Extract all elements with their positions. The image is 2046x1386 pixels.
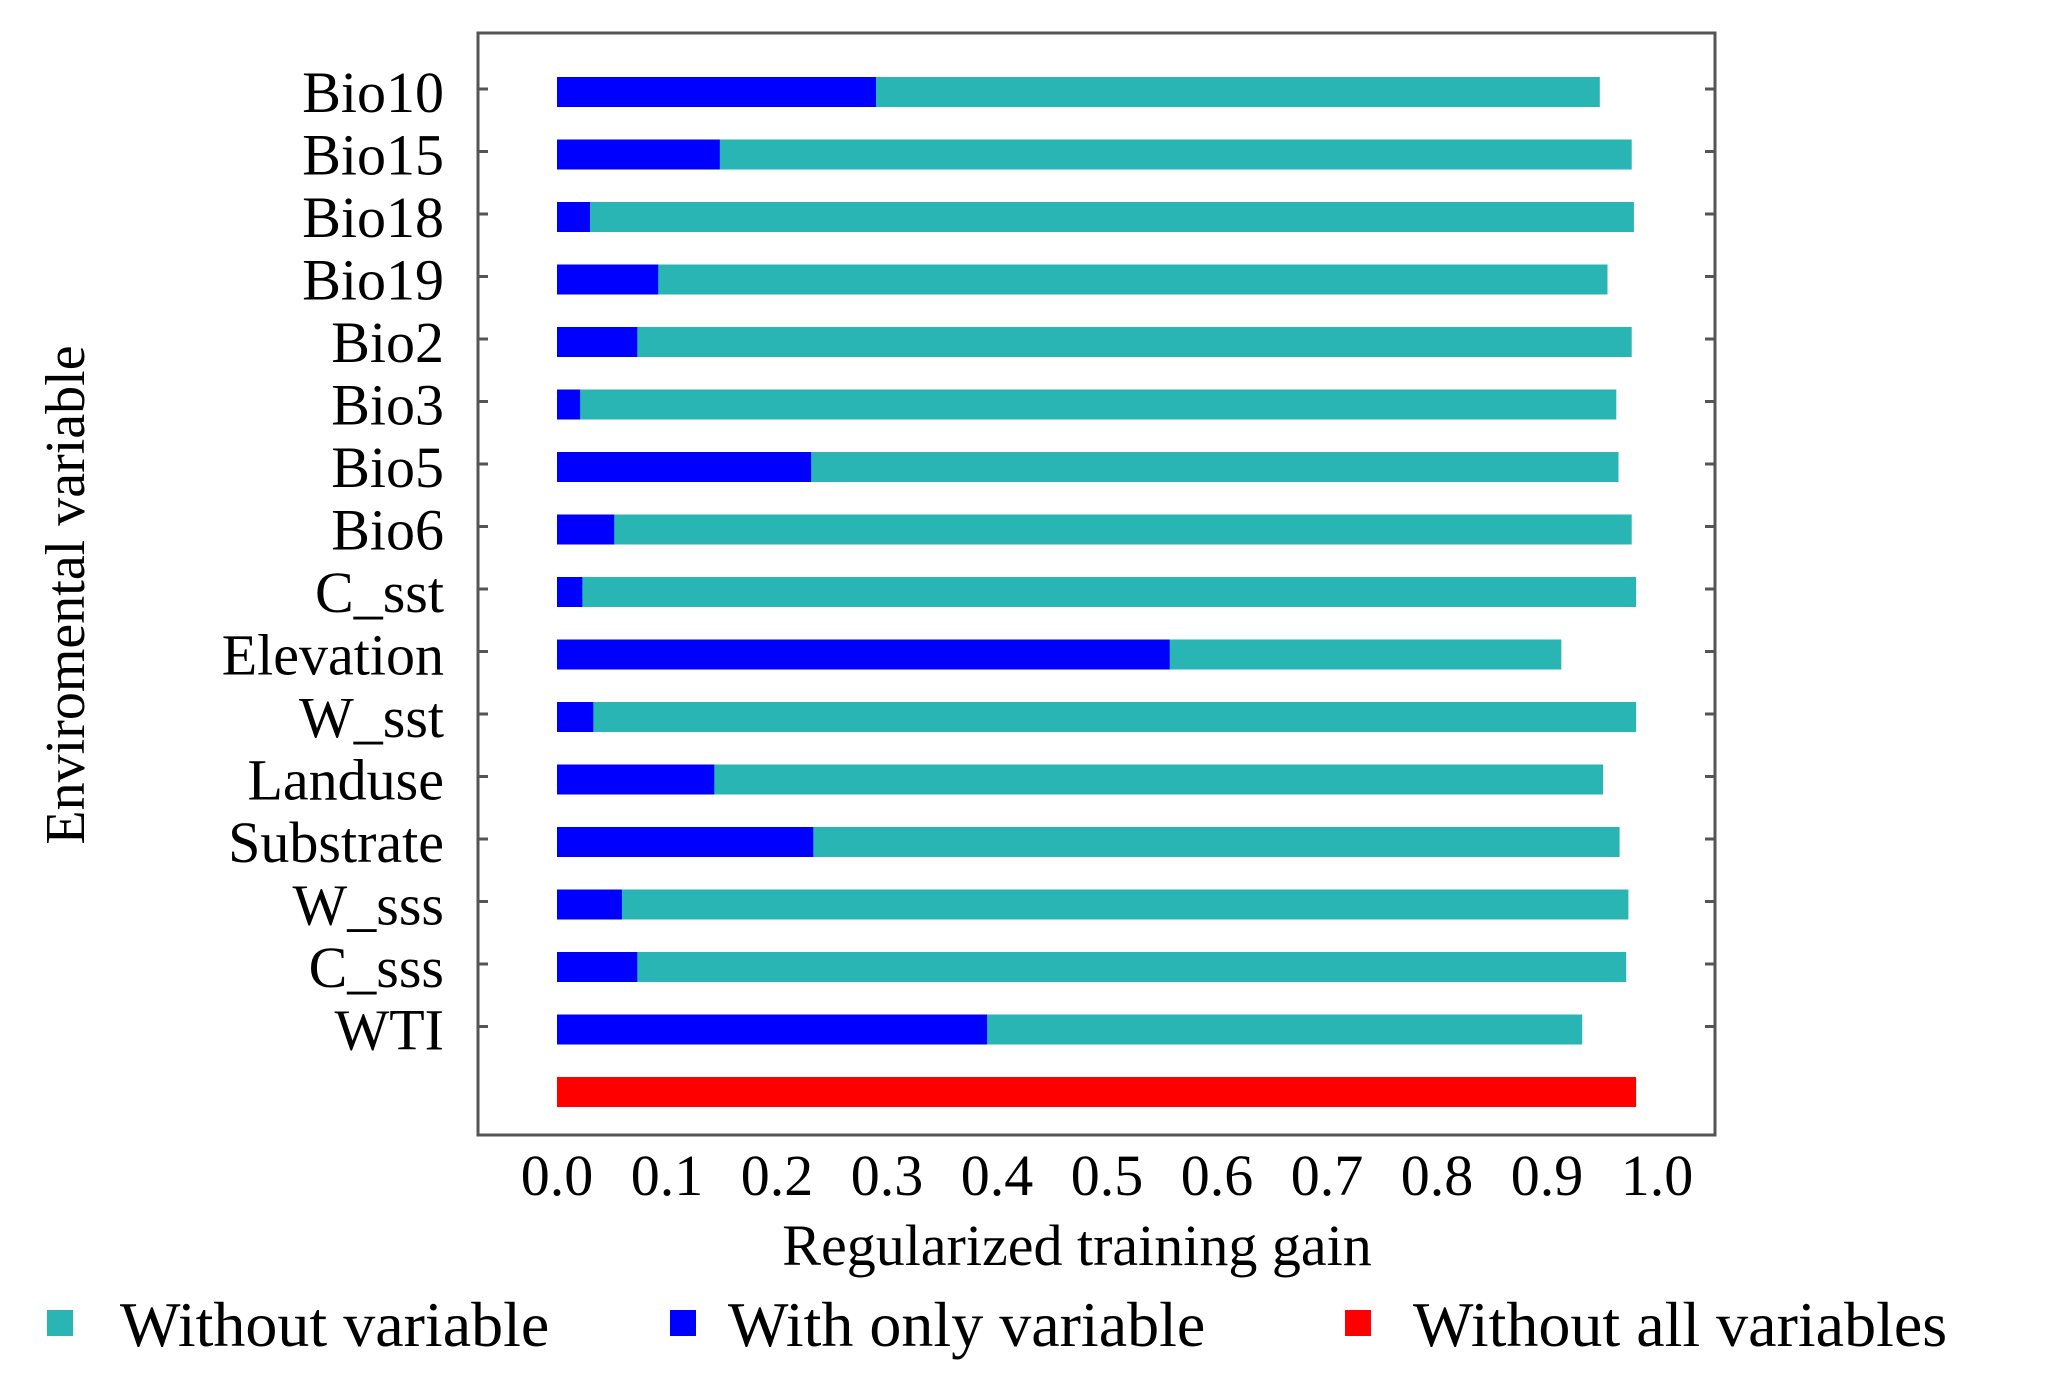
category-label-c-sss: C_sss	[309, 935, 444, 1000]
category-labels-group: Bio10Bio15Bio18Bio19Bio2Bio3Bio5Bio6C_ss…	[222, 60, 444, 1063]
bar-without-variable-bio3	[557, 389, 1617, 420]
x-tick-label-0-2: 0.2	[741, 1143, 814, 1208]
bar-with-only-variable-bio5	[557, 452, 812, 482]
bar-with-only-variable-bio6	[557, 514, 615, 545]
category-label-wti: WTI	[335, 998, 445, 1063]
bar-with-only-variable-bio2	[557, 327, 638, 357]
bar-without-variable-bio18	[557, 202, 1634, 232]
category-label-w-sss: W_sss	[293, 873, 444, 938]
legend-swatch-with-only-variable	[670, 1310, 696, 1336]
x-tick-label-1-0: 1.0	[1621, 1143, 1694, 1208]
category-label-substrate: Substrate	[228, 810, 444, 875]
x-tick-label-0-8: 0.8	[1401, 1143, 1474, 1208]
legend-label-without-all-variables: Without all variables	[1413, 1289, 1947, 1360]
category-label-bio6: Bio6	[331, 498, 444, 563]
bar-without-variable-bio15	[557, 139, 1632, 170]
legend: Without variable With only variable Withou…	[47, 1289, 1947, 1360]
bar-with-only-variable-substrate	[557, 827, 814, 857]
category-label-w-sst: W_sst	[299, 685, 444, 750]
bar-without-variable-w-sss	[557, 889, 1629, 920]
bar-with-only-variable-elevation	[557, 639, 1170, 670]
y-axis-label: Enviromental variable	[35, 345, 97, 844]
bar-with-only-variable-bio15	[557, 139, 720, 170]
bar-without-variable-bio2	[557, 327, 1632, 357]
legend-label-without-variable: Without variable	[120, 1289, 549, 1360]
bar-with-only-variable-w-sss	[557, 889, 622, 920]
bar-with-only-variable-bio10	[557, 77, 876, 107]
category-label-bio3: Bio3	[331, 373, 444, 438]
plot-frame	[476, 31, 1717, 1137]
bar-without-variable-bio6	[557, 514, 1632, 545]
category-label-bio15: Bio15	[302, 123, 444, 188]
category-label-c-sst: C_sst	[315, 560, 444, 625]
category-label-elevation: Elevation	[222, 623, 444, 688]
bar-without-variable-c-sss	[557, 952, 1627, 982]
bar-without-all-variables	[557, 1077, 1637, 1107]
bar-with-only-variable-c-sss	[557, 952, 638, 982]
x-tick-label-0-5: 0.5	[1071, 1143, 1144, 1208]
x-axis-label: Regularized training gain	[782, 1213, 1371, 1278]
y-ticks-group	[478, 87, 1715, 1028]
legend-swatch-without-variable	[47, 1310, 73, 1336]
bar-without-variable-c-sst	[557, 577, 1637, 607]
bar-without-variable-bio19	[557, 264, 1608, 295]
category-label-bio18: Bio18	[302, 185, 444, 250]
x-tick-label-0-0: 0.0	[521, 1143, 594, 1208]
bar-with-only-variable-w-sst	[557, 702, 594, 732]
category-label-bio5: Bio5	[331, 435, 444, 500]
x-ticks-group: 0.0 0.1 0.2 0.3 0.4 0.5 0.6 0.7 0.8 0.9 1.0	[521, 1143, 1694, 1208]
x-tick-label-0-9: 0.9	[1511, 1143, 1584, 1208]
x-tick-label-0-4: 0.4	[961, 1143, 1034, 1208]
bar-with-only-variable-bio19	[557, 264, 659, 295]
category-label-bio10: Bio10	[302, 60, 444, 125]
category-label-bio2: Bio2	[331, 310, 444, 375]
bar-with-only-variable-bio3	[557, 389, 581, 420]
bar-without-variable-landuse	[557, 764, 1604, 795]
bar-without-variable-w-sst	[557, 702, 1637, 732]
x-tick-label-0-7: 0.7	[1291, 1143, 1364, 1208]
x-tick-label-0-6: 0.6	[1181, 1143, 1254, 1208]
legend-swatch-without-all-variables	[1345, 1310, 1371, 1336]
x-tick-label-0-3: 0.3	[851, 1143, 924, 1208]
bars-group	[557, 77, 1637, 1107]
bar-with-only-variable-bio18	[557, 202, 590, 232]
category-label-bio19: Bio19	[302, 248, 444, 313]
bar-with-only-variable-c-sst	[557, 577, 583, 607]
legend-label-with-only-variable: With only variable	[728, 1289, 1205, 1360]
category-label-landuse: Landuse	[248, 748, 445, 813]
x-tick-label-0-1: 0.1	[631, 1143, 704, 1208]
bar-with-only-variable-wti	[557, 1014, 988, 1045]
bar-with-only-variable-landuse	[557, 764, 715, 795]
